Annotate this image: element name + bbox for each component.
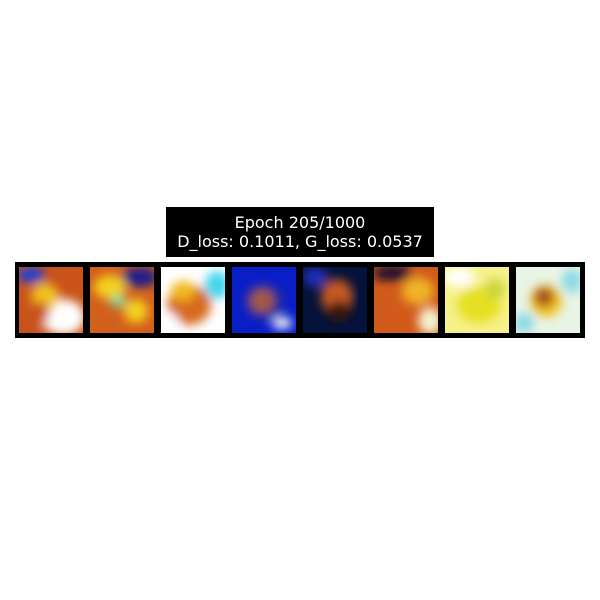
generated-samples-strip [15, 262, 585, 338]
generated-sample-7 [445, 267, 509, 333]
generated-sample-4 [232, 267, 296, 333]
generated-sample-5 [303, 267, 367, 333]
loss-label: D_loss: 0.1011, G_loss: 0.0537 [177, 232, 423, 251]
generated-sample-8 [516, 267, 580, 333]
generated-sample-6 [374, 267, 438, 333]
epoch-title: Epoch 205/1000 D_loss: 0.1011, G_loss: 0… [166, 207, 434, 257]
generated-sample-3 [161, 267, 225, 333]
generated-sample-2 [90, 267, 154, 333]
epoch-label: Epoch 205/1000 [234, 213, 366, 232]
generated-sample-1 [19, 267, 83, 333]
